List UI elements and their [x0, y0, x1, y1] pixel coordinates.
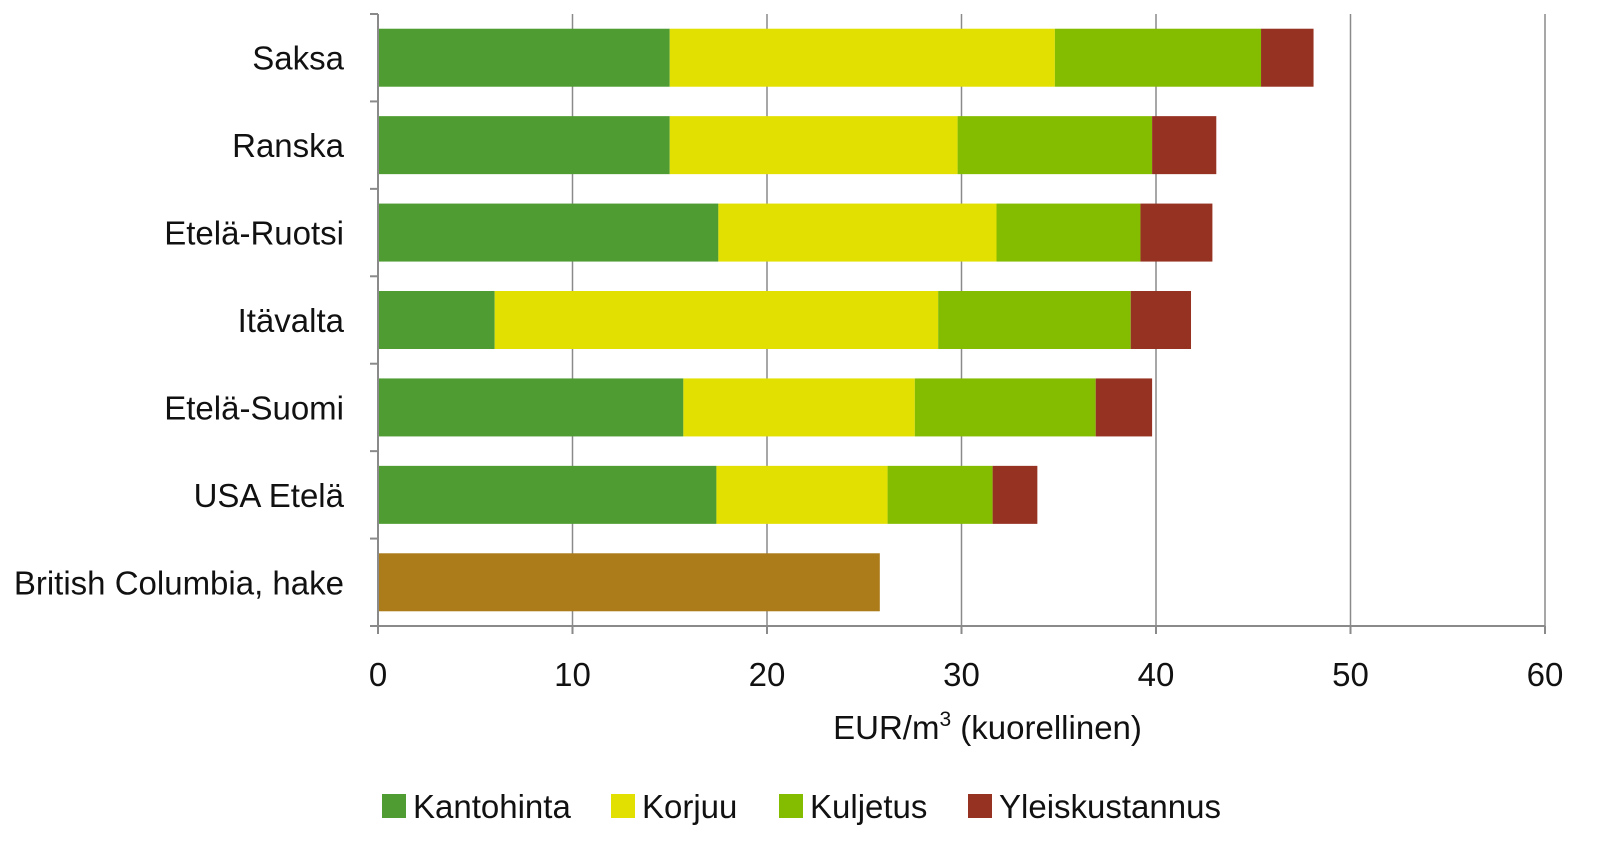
bar-it-valta-yleiskustannus — [1130, 291, 1192, 349]
category-label-etel-ruotsi: Etelä-Ruotsi — [164, 215, 344, 252]
legend: Kantohinta Korjuu Kuljetus Yleiskustannus — [382, 788, 1221, 825]
x-tick-label-0: 0 — [369, 656, 387, 693]
legend-swatch-yleiskustannus — [968, 794, 992, 818]
x-axis-title-suffix: (kuorellinen) — [951, 709, 1142, 746]
bar-ranska-kantohinta — [378, 116, 670, 175]
bar-ranska-yleiskustannus — [1152, 116, 1217, 175]
legend-label-korjuu: Korjuu — [642, 788, 737, 825]
bar-etel-suomi-kantohinta — [378, 378, 684, 437]
bar-usa-etel-yleiskustannus — [992, 465, 1038, 524]
bar-it-valta-kantohinta — [378, 291, 495, 349]
bar-etel-suomi-yleiskustannus — [1095, 378, 1153, 437]
category-label-usa-etel: USA Etelä — [194, 477, 345, 514]
bar-usa-etel-korjuu — [716, 465, 888, 524]
category-label-british-columbia-hake: British Columbia, hake — [14, 564, 344, 601]
bar-etel-suomi-korjuu — [683, 378, 915, 437]
bar-it-valta-korjuu — [494, 291, 939, 349]
x-tick-labels: 0 10 20 30 40 50 60 — [369, 656, 1564, 693]
bar-usa-etel-kuljetus — [887, 465, 993, 524]
category-label-ranska: Ranska — [232, 127, 345, 164]
x-axis-title-main: EUR/m — [833, 709, 939, 746]
x-axis-title-superscript: 3 — [939, 708, 951, 731]
category-label-etel-suomi: Etelä-Suomi — [164, 389, 344, 426]
bar-ranska-kuljetus — [957, 116, 1153, 175]
x-axis-title: EUR/m3 (kuorellinen) — [833, 708, 1142, 746]
bar-usa-etel-kantohinta — [378, 465, 717, 524]
bar-saksa-yleiskustannus — [1261, 28, 1314, 87]
legend-label-kuljetus: Kuljetus — [810, 788, 927, 825]
legend-swatch-korjuu — [611, 794, 635, 818]
x-tick-label-20: 20 — [749, 656, 786, 693]
bar-saksa-korjuu — [669, 28, 1055, 87]
category-label-it-valta: Itävalta — [238, 302, 345, 339]
bar-etel-ruotsi-kantohinta — [378, 203, 719, 262]
legend-label-yleiskustannus: Yleiskustannus — [999, 788, 1221, 825]
bar-etel-suomi-kuljetus — [914, 378, 1096, 437]
x-tick-label-40: 40 — [1138, 656, 1175, 693]
x-tick-label-50: 50 — [1332, 656, 1369, 693]
bar-it-valta-kuljetus — [938, 291, 1131, 349]
category-labels: Saksa Ranska Etelä-Ruotsi Itävalta Etelä-Suo… — [14, 40, 345, 602]
legend-swatch-kantohinta — [382, 794, 406, 818]
x-tick-label-60: 60 — [1527, 656, 1564, 693]
x-tick-label-10: 10 — [554, 656, 591, 693]
bar-etel-ruotsi-kuljetus — [996, 203, 1141, 262]
bar-british-columbia-hake — [378, 553, 880, 612]
axes — [377, 14, 1545, 627]
bar-etel-ruotsi-yleiskustannus — [1140, 203, 1213, 262]
bar-ranska-korjuu — [669, 116, 958, 175]
x-tick-label-30: 30 — [943, 656, 980, 693]
bar-etel-ruotsi-korjuu — [718, 203, 997, 262]
category-label-saksa: Saksa — [252, 40, 344, 77]
bar-saksa-kuljetus — [1054, 28, 1262, 87]
bars — [378, 28, 1314, 612]
legend-label-kantohinta: Kantohinta — [413, 788, 571, 825]
bar-saksa-kantohinta — [378, 28, 670, 87]
legend-swatch-kuljetus — [779, 794, 803, 818]
